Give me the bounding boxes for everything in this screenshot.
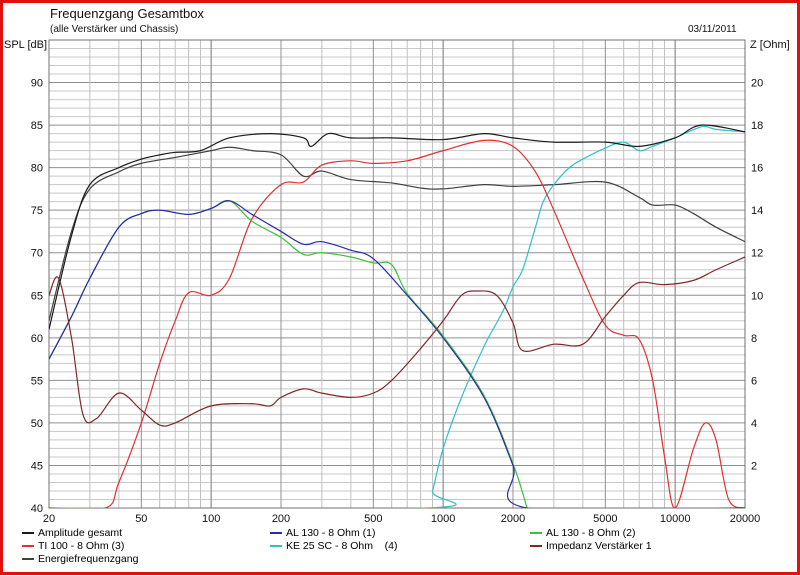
- legend-item: Energiefrequenzgang: [22, 553, 138, 565]
- x-tick-label: 100: [202, 513, 220, 525]
- y2-tick-label: 18: [751, 120, 763, 132]
- y-axis-label: SPL [dB]: [4, 39, 48, 51]
- y-tick-label: 45: [31, 460, 43, 472]
- legend-swatch: [530, 545, 542, 547]
- legend-item: Amplitude gesamt: [22, 527, 122, 539]
- y2-axis-label: Z [Ohm]: [750, 39, 790, 51]
- x-tick-label: 5000: [593, 513, 617, 525]
- y2-tick-label: 14: [751, 205, 763, 217]
- legend-label: KE 25 SC - 8 Ohm (4): [286, 540, 398, 552]
- series-line-amplitude-gesamt: [49, 124, 745, 330]
- legend-swatch: [270, 545, 282, 547]
- legend-label: AL 130 - 8 Ohm (1): [286, 527, 376, 539]
- y-tick-label: 40: [31, 503, 43, 515]
- legend-item: AL 130 - 8 Ohm (1): [270, 527, 375, 539]
- y-tick-label: 50: [31, 418, 43, 430]
- y-tick-label: 85: [31, 120, 43, 132]
- legend-item: Impedanz Verstärker 1: [530, 540, 652, 552]
- series-line-ke-25-sc-8-ohm-4-: [49, 125, 745, 508]
- y2-tick-label: 20: [751, 78, 763, 90]
- x-tick-label: 200: [272, 513, 290, 525]
- legend-label: Energiefrequenzgang: [38, 553, 139, 565]
- series-line-al-130-8-ohm-1-: [49, 200, 745, 508]
- x-tick-label: 500: [364, 513, 382, 525]
- legend-swatch: [22, 558, 34, 560]
- y2-tick-label: 4: [751, 418, 757, 430]
- y-tick-label: 70: [31, 248, 43, 260]
- legend-label: TI 100 - 8 Ohm (3): [38, 540, 125, 552]
- y-tick-label: 80: [31, 163, 43, 175]
- legend-item: TI 100 - 8 Ohm (3): [22, 540, 124, 552]
- y2-tick-label: 10: [751, 290, 763, 302]
- series-line-impedanz-verst-rker-1: [49, 256, 745, 427]
- legend-label: Amplitude gesamt: [38, 527, 123, 539]
- legend-swatch: [530, 532, 542, 534]
- y2-tick-label: 8: [751, 333, 757, 345]
- y-tick-label: 65: [31, 290, 43, 302]
- y-tick-label: 75: [31, 205, 43, 217]
- y2-tick-label: 6: [751, 375, 757, 387]
- x-tick-label: 50: [135, 513, 147, 525]
- legend-swatch: [22, 545, 34, 547]
- legend-label: AL 130 - 8 Ohm (2): [546, 527, 636, 539]
- x-tick-label: 10000: [660, 513, 691, 525]
- y-tick-label: 90: [31, 78, 43, 90]
- y2-tick-label: 16: [751, 163, 763, 175]
- y-tick-label: 60: [31, 333, 43, 345]
- series-line-ti-100-8-ohm-3-: [49, 139, 745, 508]
- legend-label: Impedanz Verstärker 1: [546, 540, 652, 552]
- series-line-energiefrequenzgang: [49, 146, 745, 321]
- legend-item: AL 130 - 8 Ohm (2): [530, 527, 635, 539]
- chart-title: Frequenzgang Gesamtbox: [50, 6, 204, 21]
- legend-swatch: [22, 532, 34, 534]
- chart-subtitle: (alle Verstärker und Chassis): [50, 24, 179, 35]
- x-tick-label: 2000: [501, 513, 525, 525]
- x-tick-label: 20: [43, 513, 55, 525]
- chart-date: 03/11/2011: [688, 24, 737, 35]
- y-tick-label: 55: [31, 375, 43, 387]
- y2-tick-label: 2: [751, 460, 757, 472]
- x-tick-label: 20000: [730, 513, 761, 525]
- legend-item: KE 25 SC - 8 Ohm (4): [270, 540, 397, 552]
- legend-swatch: [270, 532, 282, 534]
- x-tick-label: 1000: [431, 513, 455, 525]
- y2-tick-label: 12: [751, 248, 763, 260]
- plot-frame: [48, 39, 746, 509]
